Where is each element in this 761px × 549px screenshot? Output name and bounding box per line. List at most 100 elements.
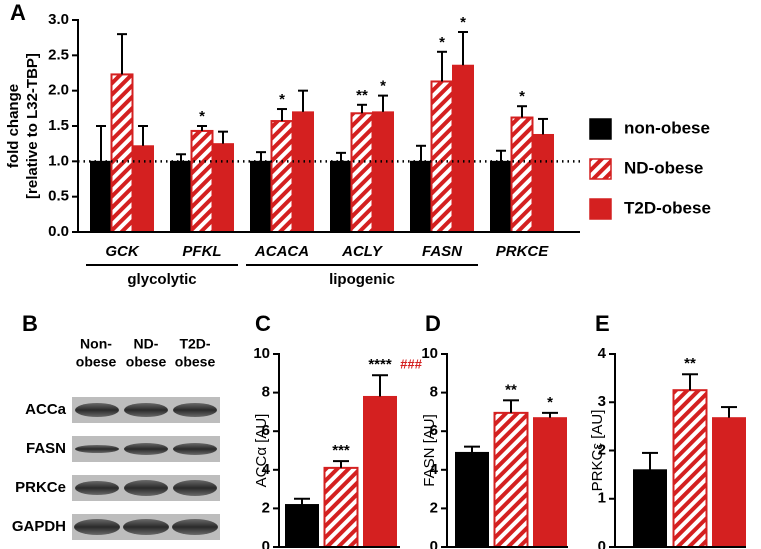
blot-column-label: obese: [76, 354, 117, 370]
bar: [132, 145, 154, 233]
legend-swatch: [589, 198, 612, 220]
bar: [510, 116, 534, 233]
y-axis-label: [relative to L32-TBP]: [24, 53, 41, 199]
significance: **: [356, 87, 368, 104]
x-tick-label: ACACA: [254, 243, 309, 260]
blot-row-label: PRKCe: [15, 479, 66, 496]
blot-column-label: Non-: [80, 336, 112, 352]
blot-column-label: ND-: [134, 336, 159, 352]
group-label: lipogenic: [329, 271, 395, 288]
blot-column-label: obese: [175, 354, 216, 370]
y-axis-label: ACCα [AU]: [253, 414, 270, 488]
significance: *: [380, 78, 386, 95]
y-tick-label: 4: [598, 345, 607, 362]
x-tick-label: PFKL: [182, 243, 221, 260]
y-tick-label: 0: [262, 538, 270, 549]
panel-label: B: [22, 311, 38, 336]
significance: ***: [332, 442, 350, 459]
significance: ****: [368, 356, 392, 373]
bar: [712, 417, 746, 548]
y-tick-label: 0: [598, 538, 606, 549]
bar: [250, 160, 272, 233]
blot-row-label: ACCa: [25, 401, 66, 418]
x-tick-label: PRKCE: [496, 243, 550, 260]
bar: [633, 469, 667, 548]
y-tick-label: 0.5: [48, 188, 69, 205]
y-axis-label: PRKCε [AU]: [589, 410, 606, 492]
bar: [430, 80, 454, 234]
legend-swatch: [589, 158, 612, 180]
blot-column-label: obese: [126, 354, 167, 370]
y-tick-label: 6: [430, 422, 438, 439]
significance: *: [547, 394, 553, 411]
significance-vs-nd: ###: [400, 357, 422, 372]
y-tick-label: 2: [598, 441, 606, 458]
bar: [533, 417, 567, 548]
y-tick-label: 2.0: [48, 82, 69, 99]
y-tick-label: 0: [430, 538, 438, 549]
bar: [410, 160, 432, 233]
significance: **: [684, 355, 696, 372]
panel-label: A: [10, 0, 26, 25]
bar: [455, 451, 489, 548]
significance: *: [279, 91, 285, 108]
significance: *: [199, 108, 205, 125]
significance: **: [505, 381, 517, 398]
blot-row-label: GAPDH: [12, 518, 66, 535]
panel-label: E: [595, 311, 610, 336]
blot-row-label: FASN: [26, 440, 66, 457]
bar: [323, 466, 359, 548]
bar: [363, 395, 397, 548]
bar: [90, 160, 112, 233]
bar: [170, 160, 192, 233]
y-tick-label: 1.0: [48, 152, 69, 169]
y-axis-label: FASN [AU]: [421, 414, 438, 487]
significance: *: [460, 14, 466, 31]
legend-swatch: [589, 118, 612, 140]
x-tick-label: ACLY: [341, 243, 384, 260]
blot-column-label: T2D-: [179, 336, 210, 352]
bar: [490, 160, 512, 233]
panel-label: C: [255, 311, 271, 336]
x-tick-label: GCK: [105, 243, 140, 260]
y-tick-label: 8: [430, 384, 438, 401]
panel-label: D: [425, 311, 441, 336]
y-tick-label: 4: [430, 461, 439, 478]
bar: [190, 129, 214, 234]
significance: *: [439, 34, 445, 51]
bar: [270, 120, 294, 233]
y-tick-label: 2.5: [48, 46, 69, 63]
y-tick-label: 10: [253, 345, 270, 362]
bar: [285, 504, 319, 548]
y-tick-label: 3.0: [48, 11, 69, 28]
y-tick-label: 10: [421, 345, 438, 362]
bar: [350, 112, 374, 233]
y-tick-label: 1.5: [48, 117, 69, 134]
y-tick-label: 2: [262, 499, 270, 516]
legend-label: T2D-obese: [624, 198, 711, 217]
y-tick-label: 6: [262, 422, 270, 439]
bar: [372, 111, 394, 233]
bar: [672, 389, 708, 548]
bar: [330, 160, 352, 233]
y-tick-label: 3: [598, 393, 606, 410]
significance: *: [519, 88, 525, 105]
bar: [292, 111, 314, 233]
y-tick-label: 4: [262, 461, 271, 478]
y-tick-label: 1: [598, 490, 606, 507]
bar: [452, 64, 474, 233]
y-tick-label: 8: [262, 384, 270, 401]
x-tick-label: FASN: [422, 243, 463, 260]
bar: [110, 73, 134, 233]
bar: [532, 133, 554, 233]
group-label: glycolytic: [127, 271, 196, 288]
y-tick-label: 0.0: [48, 223, 69, 240]
blot-strips: [72, 397, 220, 540]
y-axis-label: fold change: [5, 84, 22, 168]
legend-label: non-obese: [624, 118, 710, 137]
y-tick-label: 2: [430, 499, 438, 516]
bar: [493, 411, 529, 548]
legend-label: ND-obese: [624, 158, 703, 177]
bar: [212, 143, 234, 233]
